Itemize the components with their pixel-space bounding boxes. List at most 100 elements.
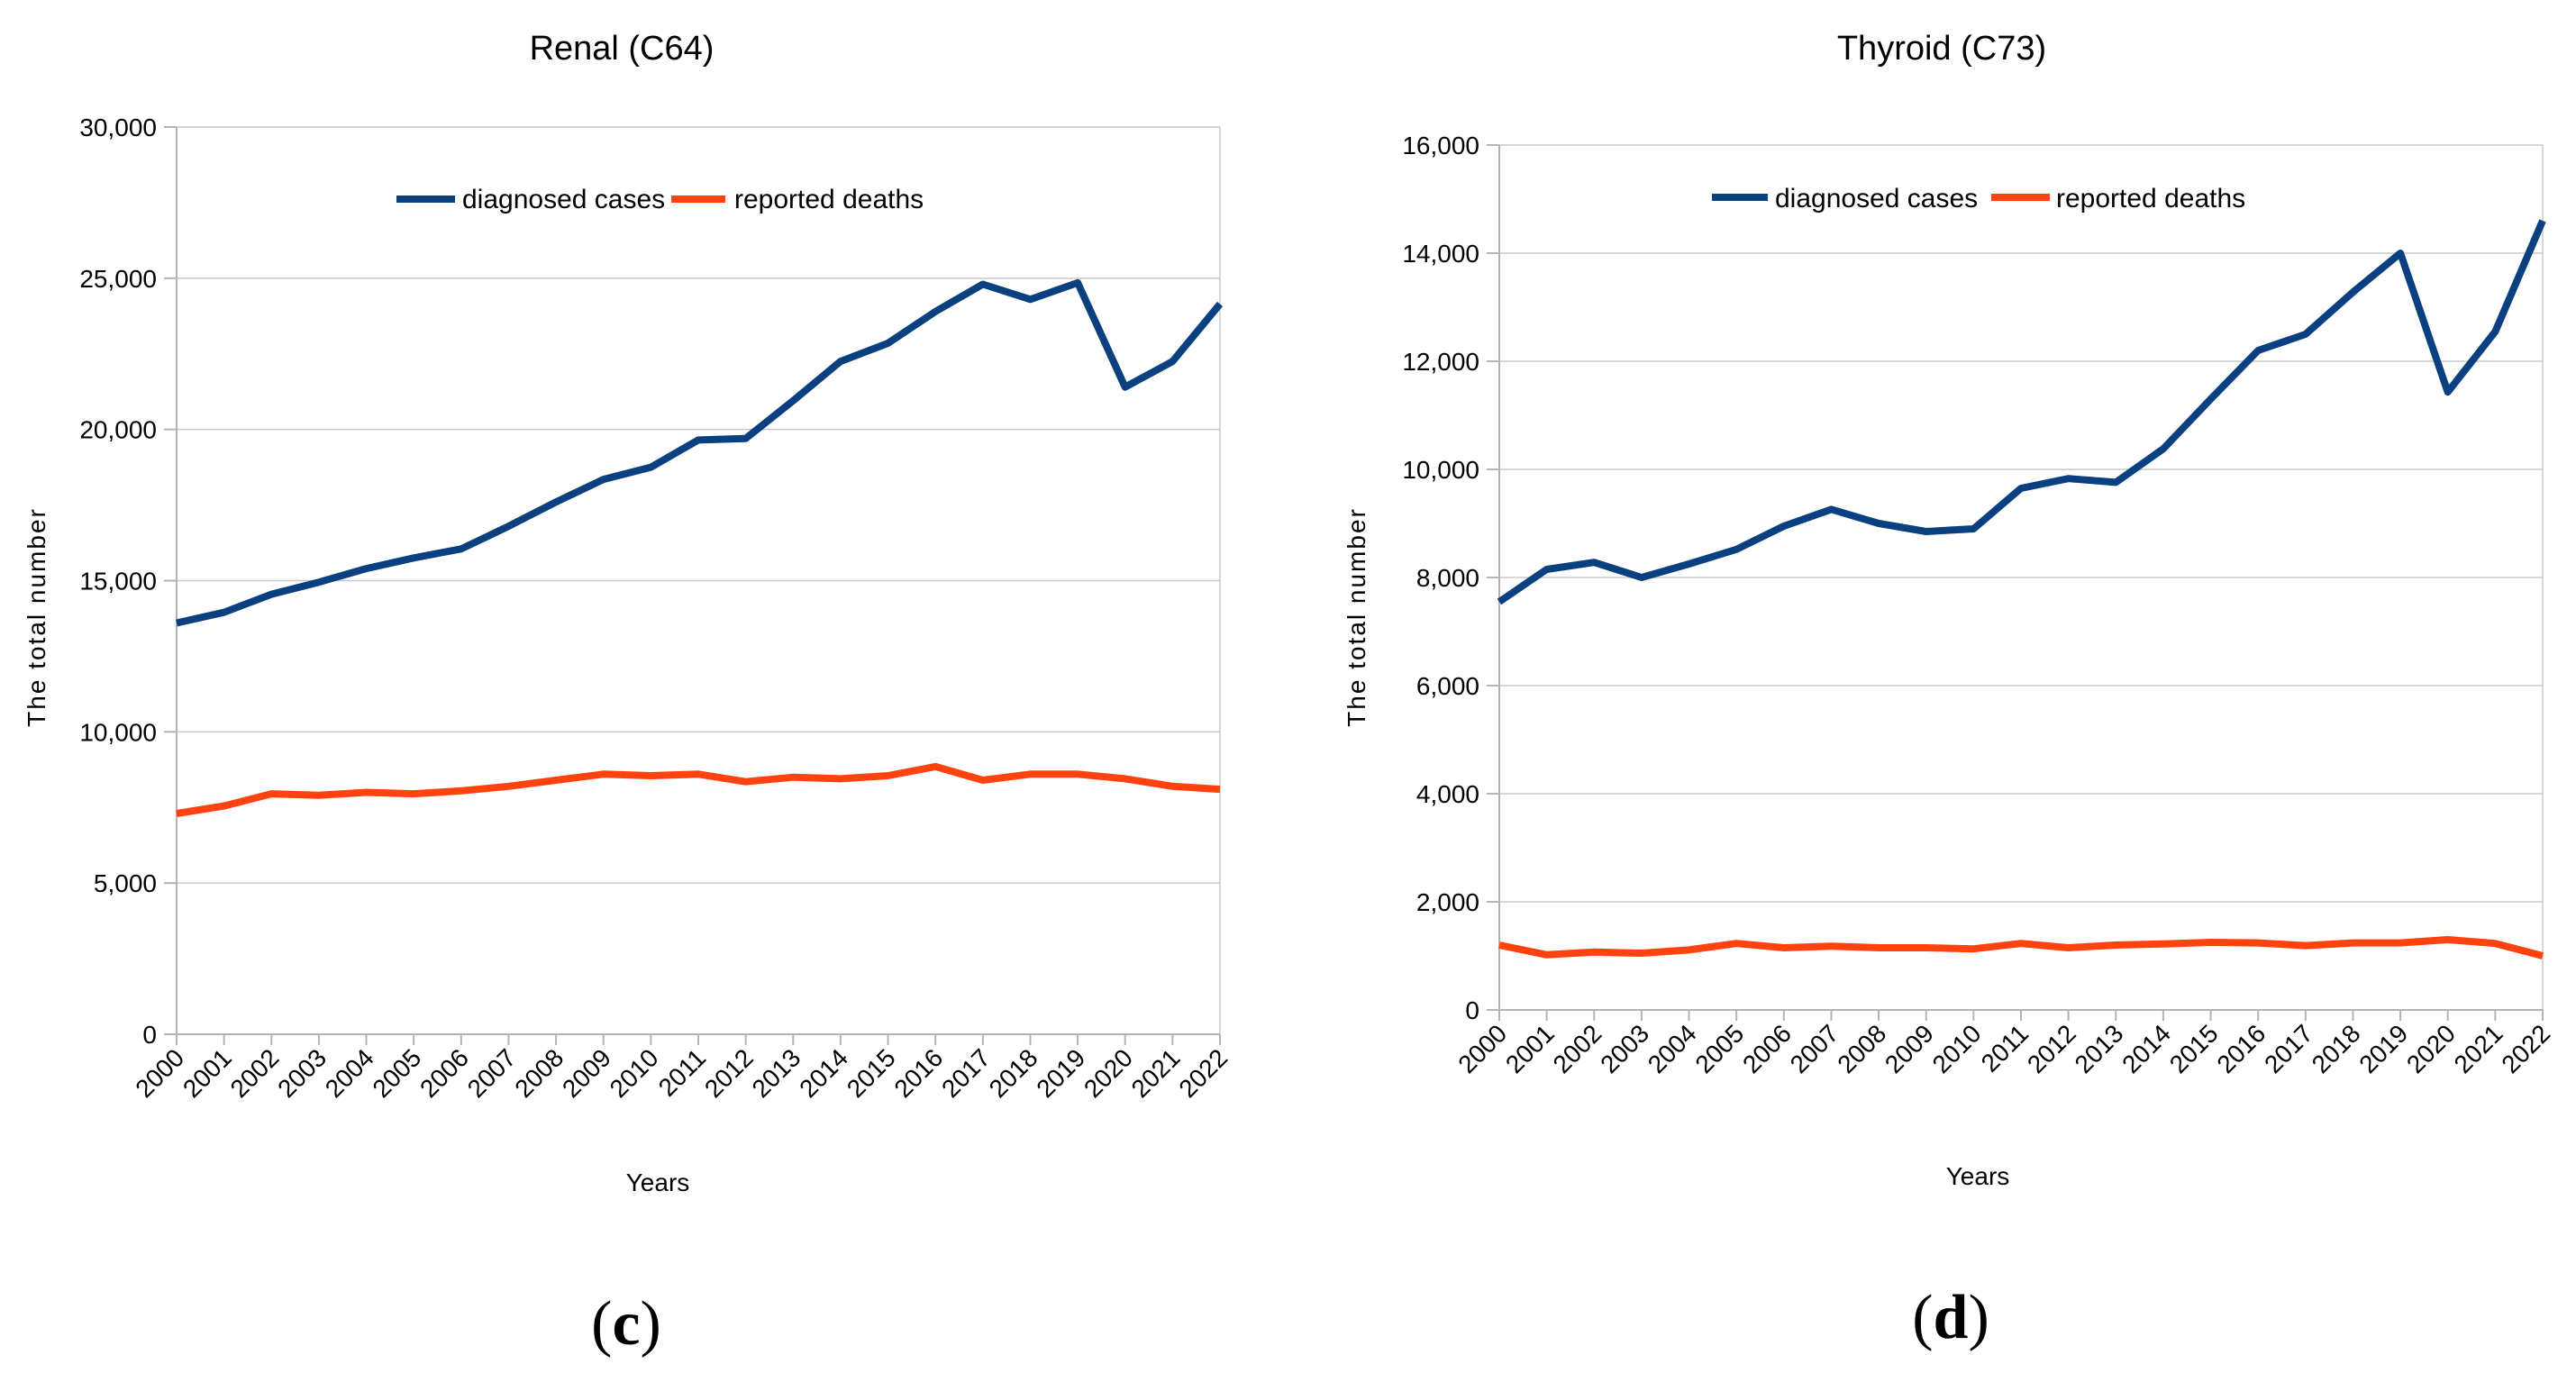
data-point-deaths	[1169, 783, 1176, 790]
legend-label-cases: diagnosed cases	[462, 185, 665, 214]
data-point-cases	[221, 609, 228, 616]
data-point-deaths	[1638, 950, 1645, 957]
plot-area	[173, 278, 1224, 817]
data-point-cases	[1780, 523, 1788, 530]
data-point-deaths	[932, 763, 939, 770]
data-point-deaths	[1590, 949, 1597, 956]
data-point-cases	[2539, 217, 2546, 224]
data-point-deaths	[1970, 945, 1977, 952]
data-point-deaths	[600, 770, 607, 777]
chart-title: Renal (C64)	[530, 30, 715, 68]
data-point-deaths	[363, 788, 370, 796]
chart-title: Thyroid (C73)	[1837, 30, 2046, 68]
data-point-deaths	[2302, 942, 2309, 950]
grid-lines	[1487, 144, 2544, 1021]
data-point-deaths	[1074, 770, 1081, 777]
x-tick-label: 2009	[557, 1043, 616, 1103]
data-point-cases	[2349, 288, 2356, 296]
x-tick-label: 2006	[414, 1043, 474, 1103]
y-tick-label: 25,000	[79, 265, 157, 293]
data-point-cases	[2112, 478, 2119, 486]
data-point-deaths	[505, 783, 512, 790]
data-point-deaths	[1827, 942, 1834, 950]
x-tick-label: 2003	[1595, 1019, 1654, 1078]
y-tick-label: 2,000	[1416, 888, 1479, 916]
y-axis-label: The total number	[1343, 507, 1370, 727]
data-point-cases	[1923, 528, 1930, 535]
x-tick-label: 2004	[320, 1043, 379, 1103]
plot-area	[1497, 217, 2546, 959]
legend: diagnosed cases reported deaths	[396, 185, 924, 214]
data-point-deaths	[2017, 940, 2025, 947]
data-point-deaths	[1216, 786, 1224, 793]
x-tick-label: 2017	[2259, 1019, 2318, 1078]
x-tick-label: 2002	[1548, 1019, 1607, 1078]
y-axis-label: The total number	[23, 507, 50, 727]
data-point-deaths	[2491, 940, 2499, 947]
y-tick-label: 0	[1465, 996, 1479, 1024]
x-tick-labels: 2000200120022003200420052006200720082009…	[1452, 1019, 2555, 1078]
series-line-cases	[176, 278, 1224, 627]
series-line-cases	[1497, 219, 2546, 605]
x-tick-label: 2011	[653, 1043, 712, 1102]
data-point-deaths	[173, 810, 180, 817]
data-point-cases	[647, 464, 654, 471]
x-tick-label: 2004	[1643, 1019, 1702, 1078]
x-tick-label: 2015	[842, 1043, 901, 1103]
data-point-cases	[695, 436, 702, 443]
data-point-cases	[1827, 505, 1834, 513]
y-tick-label: 20,000	[79, 416, 157, 444]
x-axis-label: Years	[1946, 1162, 2010, 1190]
x-tick-label: 2018	[984, 1043, 1043, 1103]
x-tick-label: 2001	[1500, 1019, 1560, 1078]
y-tick-label: 10,000	[79, 718, 157, 746]
legend: diagnosed cases reported deaths	[1712, 184, 2245, 214]
data-point-cases	[979, 281, 987, 288]
data-point-deaths	[1543, 951, 1551, 959]
data-point-cases	[315, 578, 323, 586]
data-point-deaths	[2397, 940, 2404, 947]
x-tick-label: 2006	[1737, 1019, 1797, 1078]
series-line-deaths	[176, 762, 1221, 817]
y-tick-label: 5,000	[94, 869, 157, 897]
data-point-cases	[173, 619, 180, 626]
data-point-cases	[1970, 525, 1977, 532]
data-point-deaths	[315, 792, 323, 799]
x-tick-label: 2014	[794, 1043, 853, 1103]
data-point-cases	[410, 554, 417, 561]
data-point-cases	[932, 308, 939, 315]
legend-label-deaths: reported deaths	[2056, 184, 2245, 214]
x-tick-label: 2021	[1126, 1043, 1186, 1103]
data-point-deaths	[552, 777, 560, 784]
legend-entry-deaths: reported deaths	[1991, 184, 2245, 214]
data-point-deaths	[2065, 944, 2072, 951]
data-point-cases	[2302, 331, 2309, 338]
x-tick-label: 2017	[936, 1043, 996, 1103]
data-point-deaths	[458, 787, 465, 795]
data-point-cases	[2254, 347, 2262, 354]
x-tick-label: 2011	[1976, 1019, 2034, 1077]
panel-label-c: (c)	[591, 1289, 661, 1359]
x-tick-label: 2021	[2449, 1019, 2508, 1078]
legend-label-cases: diagnosed cases	[1775, 184, 1978, 214]
data-point-deaths	[268, 790, 275, 797]
x-tick-label: 2016	[2211, 1019, 2271, 1078]
data-point-cases	[1169, 358, 1176, 365]
x-tick-label: 2001	[177, 1043, 237, 1103]
data-point-deaths	[885, 772, 892, 779]
data-point-deaths	[695, 770, 702, 777]
legend-entry-cases: diagnosed cases	[1712, 184, 1978, 214]
thyroid-chart: Thyroid (C73) 0 2,000 4,000 6,000 8,000 10,00…	[1343, 30, 2555, 1352]
x-tick-label: 2019	[2353, 1019, 2413, 1078]
renal-chart: Renal (C64) 0 5,000 10,000 15,000 20,000 25,0…	[23, 30, 1233, 1359]
x-tick-label: 2005	[1689, 1019, 1749, 1078]
data-point-deaths	[1733, 940, 1740, 947]
y-tick-label: 4,000	[1416, 780, 1479, 808]
data-point-cases	[1590, 559, 1597, 566]
data-point-cases	[505, 523, 512, 530]
y-tick-label: 16,000	[1402, 132, 1479, 159]
x-tick-label: 2014	[2116, 1019, 2176, 1078]
x-tick-label: 2000	[130, 1043, 189, 1103]
x-tick-label: 2008	[1832, 1019, 1891, 1078]
